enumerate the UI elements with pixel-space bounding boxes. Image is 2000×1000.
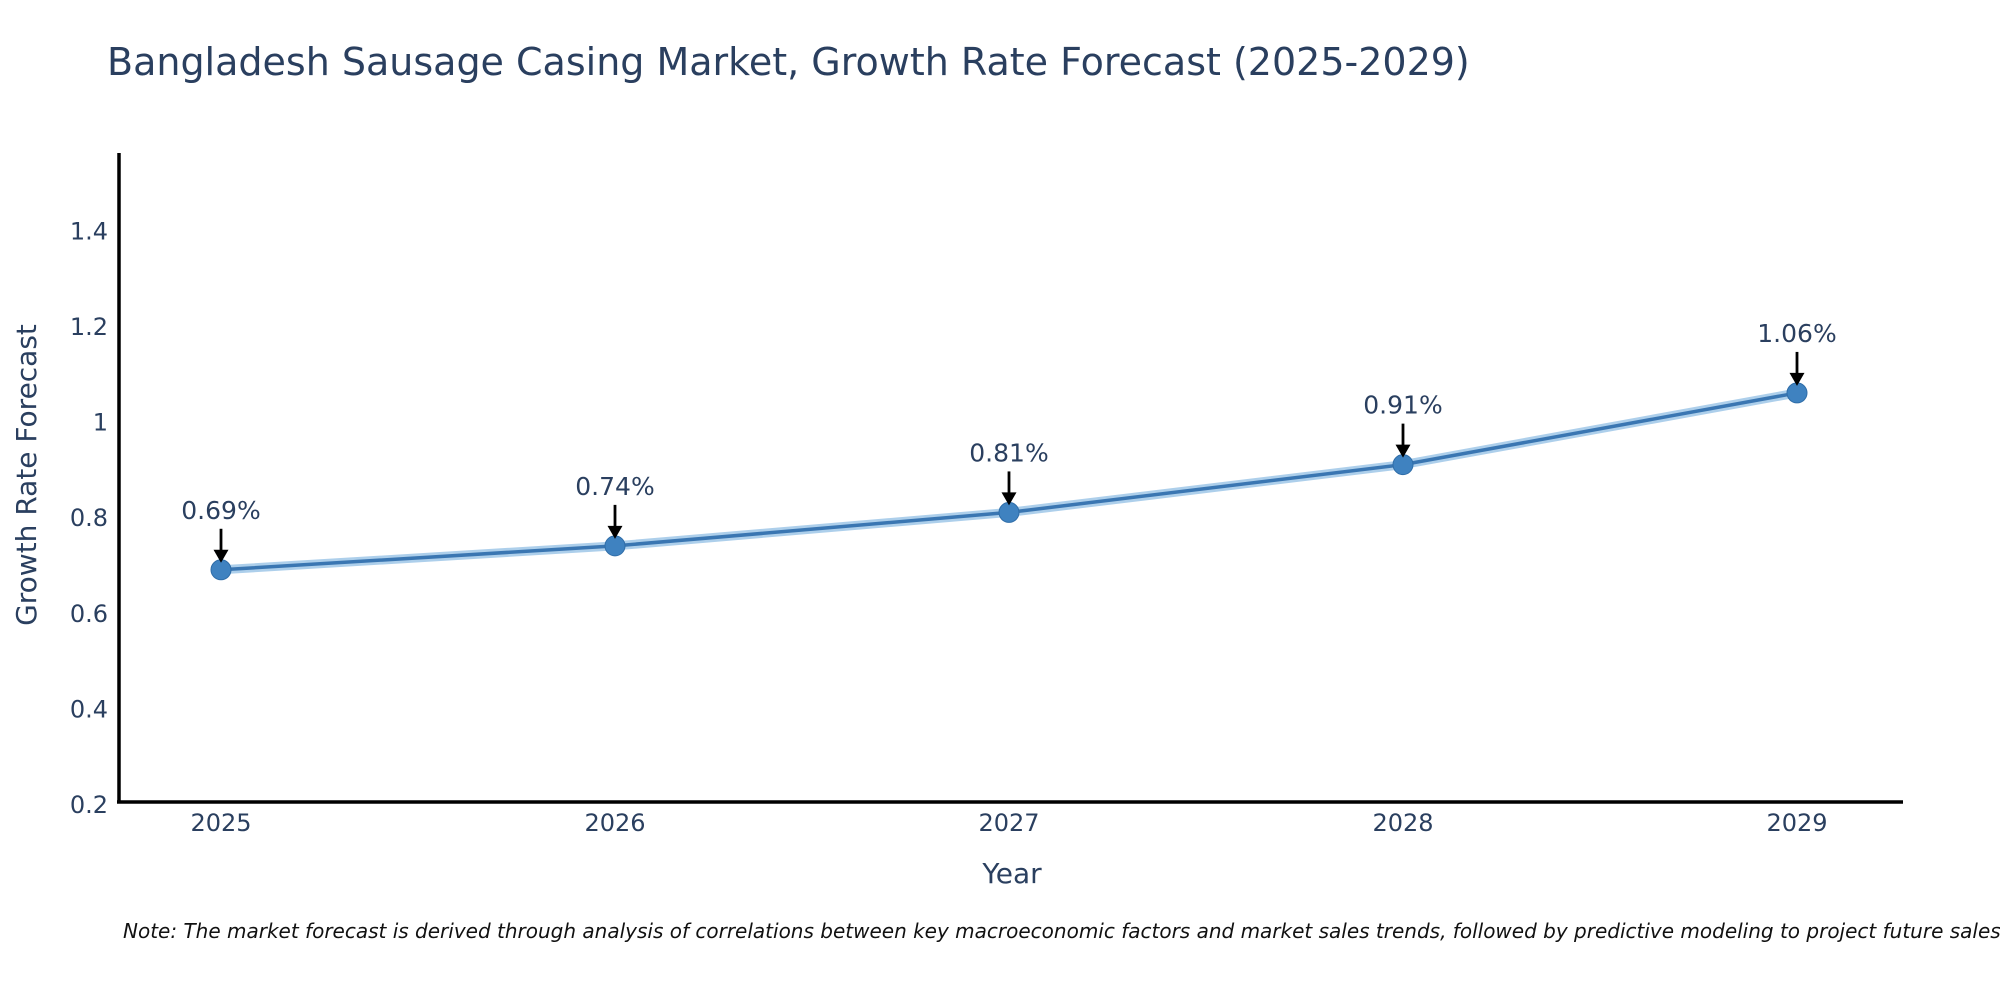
tick-labels-layer: 0.2 0.4 0.6 0.8 1 1.2 1.4 2025 2026 2027 2028 2029 bbox=[70, 217, 1828, 837]
data-point-label: 0.69% bbox=[181, 496, 260, 525]
annotation-arrowhead bbox=[1789, 372, 1805, 386]
annotation-arrowhead bbox=[213, 549, 229, 563]
annotations-layer: 0.69% 0.74% 0.81% 0.91% 1.06% bbox=[181, 319, 1837, 563]
x-tick-label: 2028 bbox=[1372, 809, 1433, 837]
y-tick-label: 0.6 bbox=[70, 600, 108, 628]
x-tick-label: 2026 bbox=[584, 809, 645, 837]
y-axis-title: Growth Rate Forecast bbox=[10, 324, 43, 626]
chart-title: Bangladesh Sausage Casing Market, Growth… bbox=[107, 40, 1470, 84]
y-tick-label: 0.8 bbox=[70, 504, 108, 532]
annotation-arrowhead bbox=[1001, 492, 1017, 506]
x-tick-label: 2027 bbox=[978, 809, 1039, 837]
annotation-arrowhead bbox=[607, 525, 623, 539]
x-tick-label: 2025 bbox=[190, 809, 251, 837]
y-tick-label: 0.4 bbox=[70, 695, 108, 723]
y-tick-label: 1.2 bbox=[70, 313, 108, 341]
footnote: Note: The market forecast is derived thr… bbox=[123, 919, 2000, 943]
data-point-label: 0.74% bbox=[575, 472, 654, 501]
y-tick-label: 1.4 bbox=[70, 217, 108, 245]
data-point-label: 0.91% bbox=[1363, 391, 1442, 420]
axes-layer bbox=[117, 153, 1903, 804]
y-tick-label: 1 bbox=[93, 409, 108, 437]
data-point-label: 0.81% bbox=[969, 438, 1048, 467]
x-tick-label: 2029 bbox=[1766, 809, 1827, 837]
y-tick-label: 0.2 bbox=[70, 791, 108, 819]
annotation-arrowhead bbox=[1395, 444, 1411, 458]
x-axis-title: Year bbox=[981, 857, 1042, 890]
data-point-label: 1.06% bbox=[1757, 319, 1836, 348]
